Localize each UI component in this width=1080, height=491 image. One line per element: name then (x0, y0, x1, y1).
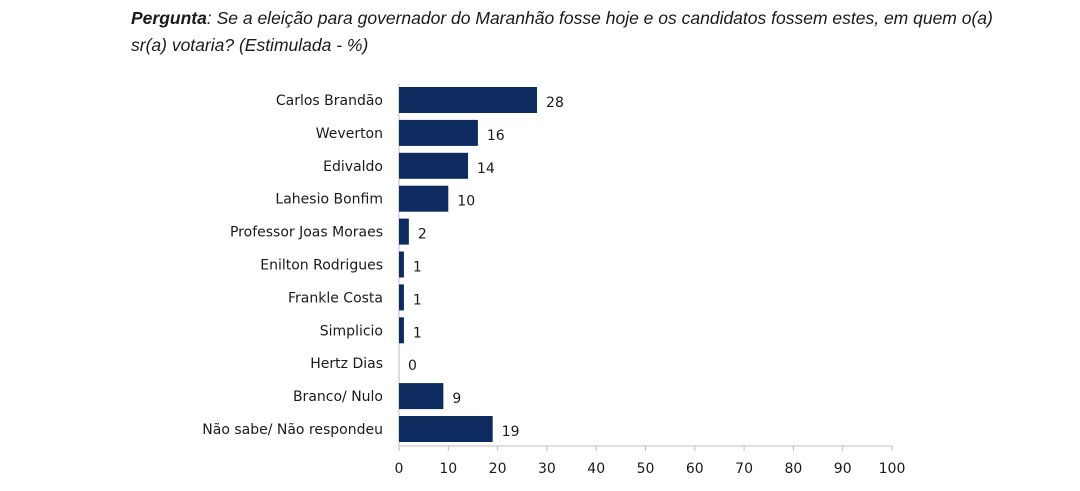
data-label: 1 (413, 325, 422, 341)
data-label: 16 (487, 128, 505, 144)
bar (399, 119, 478, 146)
data-label: 10 (457, 194, 475, 210)
category-label: Enilton Rodrigues (260, 258, 383, 274)
x-tick-label: 20 (489, 461, 507, 477)
x-tick-label: 60 (686, 461, 704, 477)
question-lead: Pergunta (131, 8, 207, 28)
data-label: 14 (477, 161, 495, 177)
x-tick-label: 0 (395, 461, 404, 477)
x-tick-label: 50 (637, 461, 655, 477)
x-tick-label: 90 (834, 461, 852, 477)
bar (399, 317, 404, 344)
x-tick-label: 100 (879, 461, 906, 477)
chart-question: Pergunta: Se a eleição para governador d… (131, 5, 1031, 59)
category-label: Branco/ Nulo (293, 389, 383, 405)
bars (399, 87, 538, 442)
bar (399, 87, 538, 113)
data-label: 1 (413, 260, 422, 276)
category-label: Não sabe/ Não respondeu (202, 422, 383, 438)
bar (399, 416, 493, 442)
data-label: 1 (413, 292, 422, 308)
category-label: Frankle Costa (288, 290, 383, 306)
data-label: 19 (502, 424, 520, 440)
category-label: Lahesio Bonfim (275, 192, 383, 208)
category-labels: Carlos Brandão Weverton Edivaldo Lahesio Bo… (202, 93, 383, 438)
question-text: : Se a eleição para governador do Maranh… (131, 8, 993, 55)
x-tick-label: 30 (538, 461, 556, 477)
x-tick-label: 70 (735, 461, 753, 477)
category-label: Hertz Dias (310, 356, 383, 372)
bar (399, 185, 449, 212)
data-label: 2 (418, 227, 427, 243)
category-label: Edivaldo (323, 159, 383, 175)
category-label: Weverton (316, 126, 383, 142)
x-tick-label: 10 (439, 461, 457, 477)
bar (399, 383, 444, 410)
data-label: 9 (452, 391, 461, 407)
x-tick-label: 40 (587, 461, 605, 477)
category-label: Simplicio (320, 323, 383, 339)
bar (399, 218, 409, 245)
data-label: 28 (546, 95, 564, 111)
bar (399, 284, 404, 311)
category-label: Professor Joas Moraes (230, 225, 383, 241)
bar (399, 152, 469, 179)
category-label: Carlos Brandão (276, 93, 383, 109)
x-tick-label: 80 (784, 461, 802, 477)
bar (399, 251, 404, 278)
data-label: 0 (408, 358, 417, 374)
